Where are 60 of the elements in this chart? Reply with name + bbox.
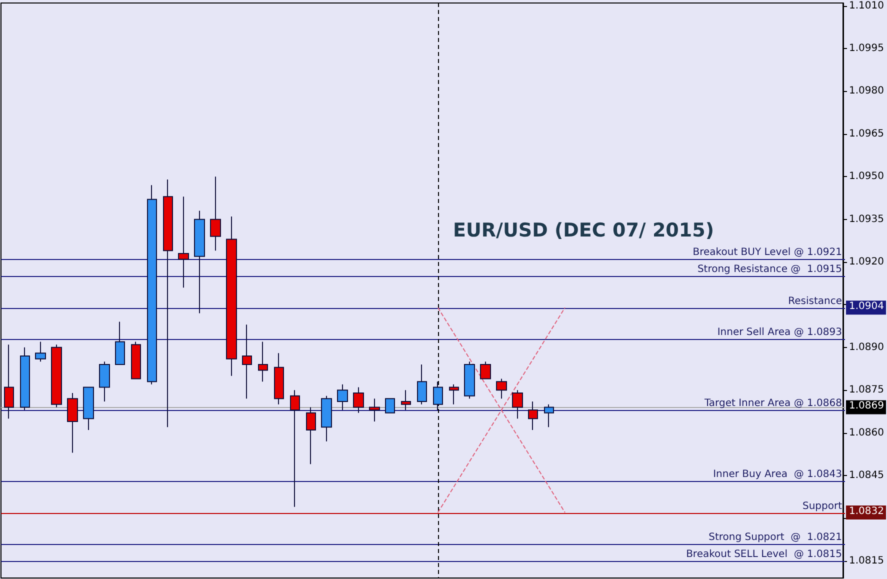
y-tick-label: 1.0845 <box>849 470 884 482</box>
candlestick <box>83 386 94 430</box>
candlestick <box>210 176 221 252</box>
candlestick <box>274 352 284 405</box>
candlestick <box>131 341 141 380</box>
ref-line-label: Breakout SELL Level @ 1.0815 <box>686 549 842 560</box>
ref-line-label: Inner Sell Area @ 1.0893 <box>717 327 842 338</box>
candlestick <box>512 390 523 420</box>
y-tick-label: 1.0875 <box>849 384 884 396</box>
text: EUR/USD (DEC 07/ 2015) <box>453 220 714 242</box>
y-tick-label: 1.0980 <box>849 86 884 97</box>
y-tick-label: 1.0950 <box>849 171 884 182</box>
candlestick <box>226 216 237 376</box>
candlestick <box>178 196 189 288</box>
candlestick <box>496 378 507 400</box>
ref-line-label: Strong Support @ 1.0821 <box>708 532 842 543</box>
y-tick-label: 1.0995 <box>849 43 884 54</box>
candlestick <box>385 398 395 414</box>
candlestick <box>480 361 491 380</box>
ref-line-label: Support <box>802 501 842 512</box>
candlestick <box>115 321 125 366</box>
ref-line-label: Resistance <box>788 296 842 307</box>
candlestick <box>242 324 252 400</box>
y-tick-label: 1.0935 <box>849 214 884 225</box>
candlestick <box>306 406 316 465</box>
y-tick-label: 1.0860 <box>849 427 884 438</box>
y-tick-label: 1.0965 <box>849 128 884 140</box>
y-tick-label: 1.0890 <box>849 342 884 353</box>
y-tick-label: 1.0815 <box>849 555 884 566</box>
y-tick-label: 1.0920 <box>849 256 884 268</box>
candlestick <box>4 344 14 420</box>
candlestick <box>528 401 538 430</box>
annotation: 1.0904 <box>849 301 884 312</box>
ref-line-label: Strong Resistance @ 1.0915 <box>697 264 842 275</box>
ref-line-label: Inner Buy Area @ 1.0843 <box>713 469 842 480</box>
candlestick <box>544 404 554 428</box>
candlestick <box>321 395 332 442</box>
candlestick <box>163 178 173 428</box>
candlestick <box>401 390 411 411</box>
candlestick <box>194 210 205 314</box>
candlestick <box>35 341 46 362</box>
y-tick-label: 1.1010 <box>849 0 884 12</box>
candlestick <box>67 392 78 454</box>
candlestick <box>99 361 110 402</box>
annotation: 1.0832 <box>849 506 884 518</box>
candlestick <box>51 344 62 408</box>
candlestick <box>337 384 348 411</box>
candlestick <box>147 184 157 385</box>
annotation: 1.0869 <box>849 400 884 412</box>
candlestick <box>353 386 364 414</box>
candlestick <box>20 346 30 411</box>
candlestick <box>417 364 427 405</box>
candlestick <box>258 341 268 382</box>
candlestick <box>464 361 475 400</box>
candlestick <box>369 398 380 422</box>
candlestick <box>433 381 443 411</box>
candlestick <box>449 384 459 405</box>
candlestick <box>290 390 300 508</box>
ref-line-label: Breakout BUY Level @ 1.0921 <box>692 247 842 258</box>
ref-line-label: Target Inner Area @ 1.0868 <box>703 398 842 409</box>
